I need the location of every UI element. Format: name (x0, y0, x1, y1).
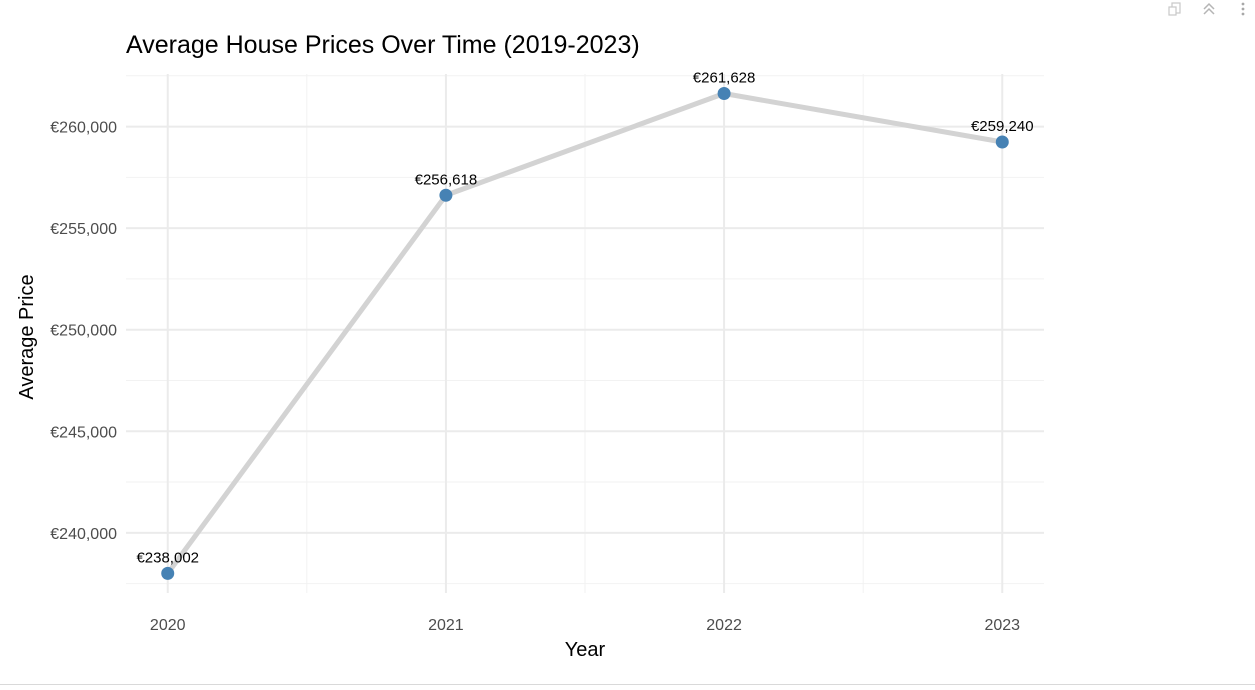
y-tick-label: €240,000 (50, 526, 117, 543)
x-tick-label: 2023 (984, 617, 1020, 634)
x-axis-title: Year (565, 639, 606, 661)
data-labels: €238,002 €256,618 €261,628 €259,240 (136, 69, 1033, 566)
data-point (439, 188, 453, 202)
series-line (165, 90, 1005, 576)
chart-title: Average House Prices Over Time (2019-202… (126, 31, 640, 59)
y-tick-label: €245,000 (50, 424, 117, 441)
bottom-border (0, 684, 1255, 685)
data-label: €259,240 (971, 118, 1034, 135)
y-axis-title: Average Price (16, 274, 38, 399)
major-gridlines (126, 74, 1044, 593)
x-axis-ticks: 2020 2021 2022 2023 (150, 617, 1020, 634)
y-tick-label: €255,000 (50, 221, 117, 238)
x-tick-label: 2022 (706, 617, 742, 634)
data-point (161, 566, 175, 580)
series-line-group (165, 90, 1005, 576)
y-tick-label: €250,000 (50, 323, 117, 340)
data-points (161, 86, 1009, 580)
x-tick-label: 2021 (428, 617, 464, 634)
data-point (717, 86, 731, 100)
x-tick-label: 2020 (150, 617, 186, 634)
data-point (995, 135, 1009, 149)
data-label: €256,618 (415, 171, 478, 188)
y-tick-label: €260,000 (50, 120, 117, 137)
collapse-icon[interactable] (1201, 1, 1217, 17)
export-icon[interactable] (1167, 1, 1183, 17)
data-label: €238,002 (136, 549, 199, 566)
minor-gridlines (126, 74, 1044, 593)
chart-toolbar (1167, 0, 1255, 18)
more-icon[interactable] (1235, 1, 1251, 17)
data-label: €261,628 (693, 69, 756, 86)
y-axis-ticks: €240,000 €245,000 €250,000 €255,000 €260,000 (50, 120, 117, 543)
